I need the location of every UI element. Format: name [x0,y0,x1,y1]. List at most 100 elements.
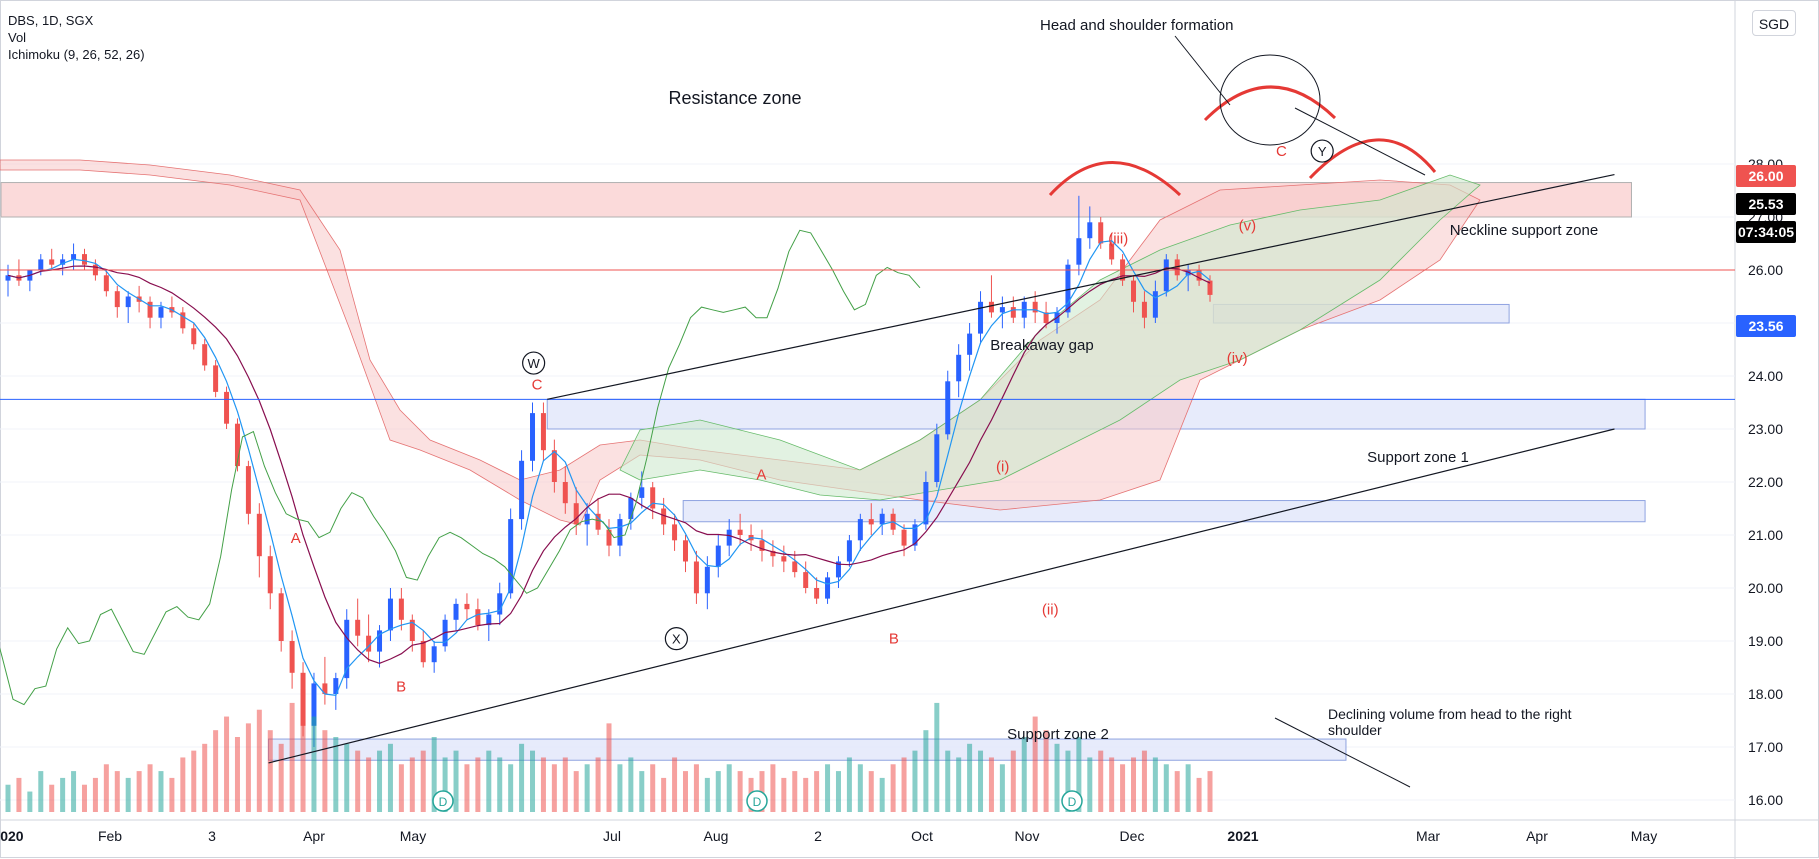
ichimoku-legend: Ichimoku (9, 26, 52, 26) [8,47,145,62]
candle-body [1109,243,1115,260]
dividend-marker[interactable] [1061,790,1083,812]
candle-body [114,291,120,308]
candle-body [879,513,885,525]
x-tick-label: Jul [603,828,621,844]
x-tick-label: Mar [1416,828,1440,844]
candle-body [912,524,918,546]
candle-body [737,529,743,535]
countdown-badge-bg [1736,221,1796,243]
note-head-and-shoulder: Head and shoulder formation [1040,17,1233,34]
volume-bar [1021,737,1027,812]
candle-body [540,413,546,451]
zone-label: Resistance zone [668,88,801,108]
volume-bar [5,784,11,812]
volume-bar [311,716,317,812]
symbol-title: DBS, 1D, SGX [8,13,94,28]
volume-bar [27,791,33,812]
volume-bar [693,764,699,812]
candle-body [191,328,197,345]
wave-label: C [1276,143,1287,160]
candle-body [202,344,208,366]
candle-body [1207,280,1213,295]
zone-box [268,738,1347,761]
volume-bar [322,730,328,812]
candle-body [639,487,645,498]
dividend-marker-label: D [1068,795,1077,809]
volume-bar [1163,764,1169,812]
candle-body [1076,238,1082,265]
volume-bar [661,777,667,812]
wave-label: (v) [1239,217,1257,234]
volume-bar [224,716,230,812]
volume-bar [617,764,623,812]
candle-body [519,460,525,520]
candle-body [825,577,831,599]
volume-bar [1131,757,1137,812]
candle-body [792,561,798,573]
candle-body [366,635,372,652]
volume-bar [71,771,77,812]
volume-bar [387,743,393,812]
volume-bar [125,777,131,812]
volume-bar [595,757,601,812]
volume-bar [267,730,273,812]
y-tick-label: 22.00 [1748,474,1783,490]
dividend-marker-label: D [753,795,762,809]
dividend-marker[interactable] [432,790,454,812]
candle-body [956,354,962,382]
volume-bar [792,771,798,812]
x-tick-label: Nov [1015,828,1040,844]
volume-bar [431,737,437,812]
volume-bar [835,771,841,812]
volume-bar [1054,743,1060,812]
currency-button[interactable]: SGD [1752,10,1796,36]
volume-bar [988,757,994,812]
candle-body [81,254,87,265]
wave-circle [664,627,688,651]
volume-bar [344,743,350,812]
candle-body [923,482,929,525]
kijun-sen-line [7,265,1211,664]
candle-body [617,519,623,546]
volume-bar [945,750,951,812]
volume-bar [1043,730,1049,812]
volume-bar [1120,764,1126,812]
candle-body [857,519,863,541]
candle-body [1087,222,1093,239]
candle-body [245,466,251,514]
x-tick-label: May [400,828,426,844]
candle-body [988,301,994,313]
volume-bar [497,757,503,812]
candle-body [38,259,44,270]
dividend-marker-label: D [439,795,448,809]
candle-body [846,540,852,562]
y-tick-label: 19.00 [1748,633,1783,649]
candle-body [333,678,339,694]
volume-bar [519,743,525,812]
volume-bar [737,771,743,812]
volume-bar [464,764,470,812]
callout-arrow [1174,35,1231,106]
volume-bar [704,777,710,812]
candle-body [770,550,776,557]
candle-body [682,540,688,562]
volume-bar [1185,764,1191,812]
wave-circle [1310,139,1334,163]
volume-bar [191,750,197,812]
volume-bar [650,764,656,812]
x-tick-label: 2021 [1227,828,1258,844]
volume-bar [300,689,306,812]
wave-label-circled: Y [1318,144,1327,159]
candle-body [650,487,656,509]
volume-bar [103,764,109,812]
volume-bar [682,771,688,812]
volume-bar [562,757,568,812]
dividend-marker[interactable] [746,790,768,812]
volume-bar [147,764,153,812]
candle-body [868,519,874,525]
volume-bar [857,764,863,812]
volume-bar [49,784,55,812]
candle-body [464,603,470,610]
volume-bar [770,764,776,812]
